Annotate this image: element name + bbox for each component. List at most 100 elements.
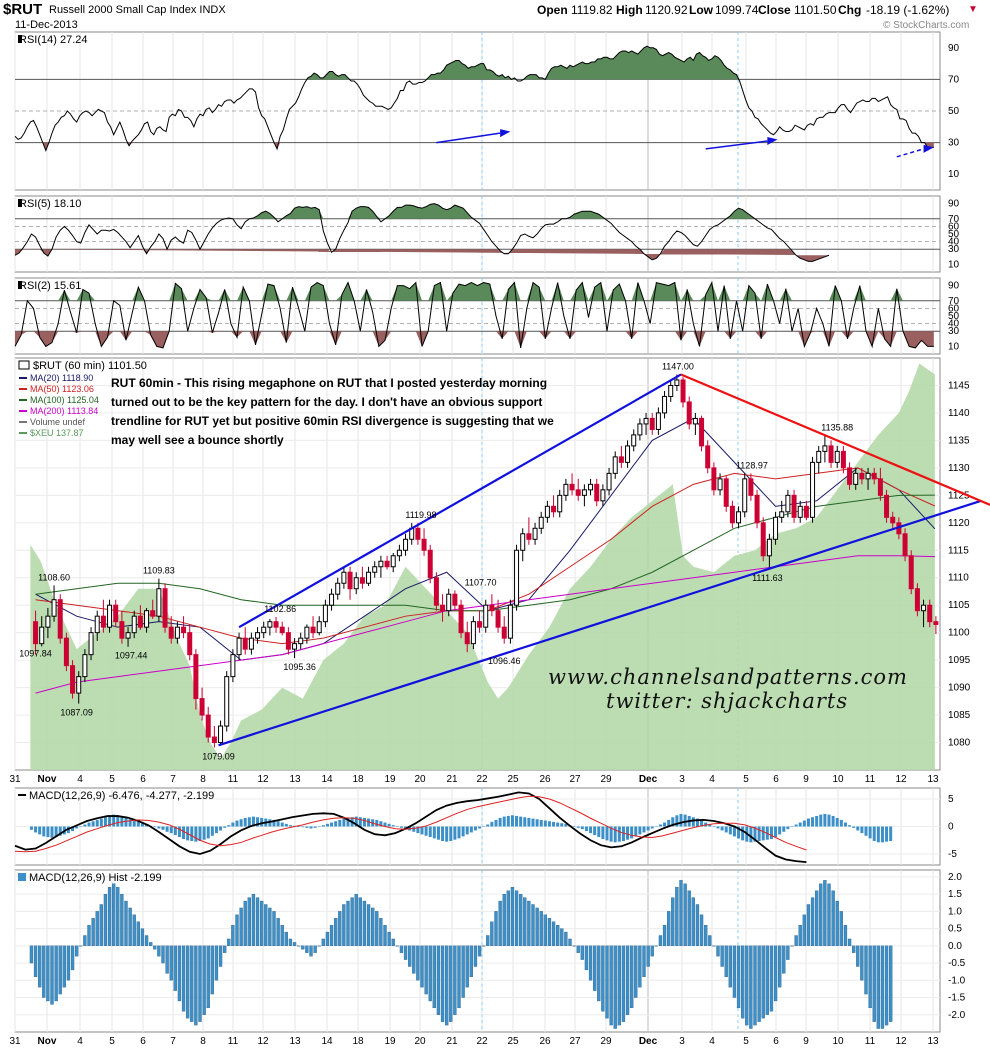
hist-bar bbox=[387, 931, 391, 946]
hist-bar bbox=[847, 938, 852, 946]
annotation-text: RUT 60min - This rising megaphone on RUT… bbox=[111, 376, 554, 447]
hist-xtick: Dec bbox=[639, 1036, 658, 1047]
candle-body bbox=[822, 445, 828, 452]
candle-body bbox=[489, 604, 495, 612]
macd-hist-bar bbox=[165, 826, 169, 832]
price-xtick: 14 bbox=[321, 774, 333, 785]
candle-body bbox=[643, 417, 649, 425]
macd-hist-bar bbox=[379, 821, 383, 827]
hist-bar bbox=[568, 938, 572, 946]
hist-bar bbox=[346, 900, 350, 946]
hist-bar bbox=[42, 945, 46, 998]
candle-body bbox=[359, 577, 365, 584]
hist-bar bbox=[107, 887, 112, 946]
price-point-label: 1095.36 bbox=[283, 662, 316, 672]
macd-hist-bar bbox=[749, 826, 753, 843]
hist-bar bbox=[157, 945, 161, 957]
macd-hist-bar bbox=[190, 826, 194, 842]
macd-hist-bar bbox=[272, 819, 276, 827]
candle-body bbox=[452, 593, 458, 606]
macd-hist-bar bbox=[50, 826, 54, 838]
macd-hist-bar bbox=[206, 826, 210, 839]
candle-body bbox=[304, 626, 310, 639]
macd-hist-bar bbox=[769, 826, 773, 840]
macd-hist-bar bbox=[227, 825, 231, 827]
candle-body bbox=[914, 588, 920, 612]
candle-body bbox=[248, 637, 254, 650]
rsi5-ytick: 30 bbox=[948, 244, 960, 255]
macd-title: MACD(12,26,9) -6.476, -4.277, -2.199 bbox=[29, 790, 214, 802]
macd-hist-bar bbox=[441, 826, 445, 842]
hist-bar bbox=[342, 904, 346, 946]
price-ytick: 1125 bbox=[948, 490, 970, 501]
hist-xtick: 4 bbox=[77, 1036, 83, 1047]
hist-bar bbox=[91, 918, 95, 946]
candle-body bbox=[433, 577, 439, 606]
hist-bar bbox=[880, 945, 885, 1029]
candle-body bbox=[668, 384, 674, 397]
macd-hist-bar bbox=[860, 826, 864, 834]
rsi14-title: RSI(14) 27.24 bbox=[19, 34, 87, 46]
macd-hist-bar bbox=[338, 819, 342, 827]
macd-hist-bar bbox=[334, 821, 338, 827]
hist-bar bbox=[519, 893, 523, 946]
candle-body bbox=[514, 549, 520, 606]
candle-body bbox=[144, 610, 150, 628]
candle-body bbox=[649, 417, 655, 430]
macd-hist-bar bbox=[728, 826, 732, 835]
macd-hist-bar bbox=[321, 825, 325, 827]
macd-hist-bar bbox=[593, 826, 597, 836]
macd-hist-bar bbox=[268, 819, 272, 827]
rsi14-ytick: 10 bbox=[948, 169, 960, 180]
macd-hist-bar bbox=[313, 826, 317, 828]
price-xtick: 21 bbox=[446, 774, 458, 785]
hist-bar bbox=[165, 945, 169, 974]
candle-body bbox=[193, 654, 199, 700]
hist-bar bbox=[66, 945, 71, 981]
rsi2-overbought-fill bbox=[15, 282, 934, 301]
rsi14-ytick: 90 bbox=[948, 43, 960, 54]
price-xtick: Dec bbox=[639, 774, 658, 785]
candle-body bbox=[125, 632, 131, 639]
macd-hist-bar bbox=[358, 817, 362, 827]
macd-hist-bar bbox=[658, 824, 662, 827]
macd-hist-bar bbox=[679, 813, 683, 827]
candle-body bbox=[594, 483, 600, 502]
hist-bar bbox=[338, 911, 342, 946]
hist-bar bbox=[765, 945, 769, 1015]
macd-hist-bar bbox=[720, 826, 724, 831]
macd-hist-bar bbox=[153, 826, 157, 828]
hist-bar bbox=[613, 945, 617, 1029]
hist-bar bbox=[839, 911, 843, 946]
macd-hist-bar bbox=[531, 818, 535, 827]
macd-hist-bar bbox=[367, 818, 371, 827]
price-ytick: 1090 bbox=[948, 683, 971, 694]
watermark-url: www.channelsandpatterns.com bbox=[548, 665, 908, 689]
price-xtick: 8 bbox=[200, 774, 206, 785]
price-xtick: 4 bbox=[709, 774, 715, 785]
hist-xtick: 12 bbox=[257, 1036, 269, 1047]
hist-bar bbox=[445, 945, 449, 1026]
hist-bar bbox=[708, 935, 712, 946]
macd_hist-panel-frame bbox=[14, 869, 941, 1033]
hist-bar bbox=[177, 945, 182, 1002]
rsi2-ytick: 70 bbox=[948, 296, 960, 307]
price-xtick: 11 bbox=[228, 774, 239, 785]
hist-bar bbox=[453, 945, 457, 1015]
hist-bar bbox=[255, 897, 260, 946]
macd-hist-bar bbox=[399, 826, 403, 828]
hist-bar bbox=[420, 945, 424, 988]
price-point-label: 1102.86 bbox=[264, 604, 296, 614]
hist-bar bbox=[638, 945, 642, 988]
macd-hist-bar bbox=[843, 822, 847, 827]
candle-body bbox=[57, 599, 63, 639]
price-point-label: 1079.09 bbox=[202, 752, 235, 762]
hist-bar bbox=[103, 893, 108, 946]
candle-body bbox=[224, 676, 230, 727]
candle-body bbox=[273, 621, 279, 628]
macd-hist-bar bbox=[794, 824, 798, 827]
candle-body bbox=[606, 472, 612, 491]
candle-body bbox=[88, 632, 94, 656]
hist-bar bbox=[736, 945, 741, 1009]
hist-bar bbox=[551, 921, 556, 946]
